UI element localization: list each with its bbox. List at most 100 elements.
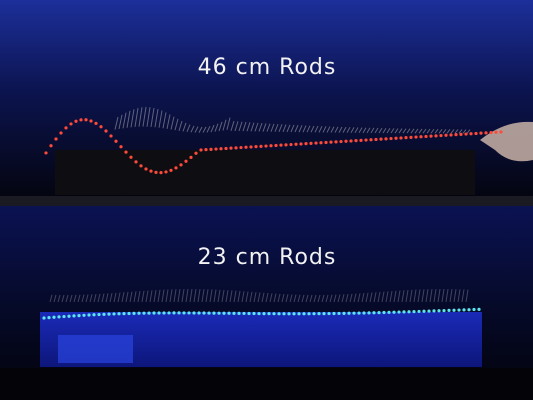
red-dot (344, 139, 348, 143)
rod (385, 291, 389, 303)
rod (126, 110, 131, 128)
red-dot (499, 130, 503, 134)
rod (238, 121, 243, 132)
cyan-dot (292, 312, 296, 316)
rod (462, 129, 467, 134)
cyan-dot (242, 311, 246, 316)
red-dot (174, 166, 178, 170)
rod (297, 294, 301, 303)
cyan-dot (187, 311, 191, 315)
rod (134, 107, 139, 127)
rod (398, 128, 403, 134)
cyan-dot (162, 311, 166, 315)
red-dot (264, 144, 268, 148)
rod (309, 294, 313, 303)
rod (166, 114, 171, 129)
rod (149, 290, 153, 303)
rod (394, 128, 399, 134)
rod (225, 290, 229, 303)
cyan-dot (72, 314, 76, 318)
red-dot (304, 142, 308, 146)
rod (182, 122, 187, 132)
cyan-dot (157, 311, 161, 315)
red-dot (384, 137, 388, 141)
red-dot (94, 121, 98, 125)
rod (417, 289, 421, 303)
red-dot (354, 139, 358, 143)
rod (237, 290, 241, 303)
rod (278, 124, 283, 132)
rod (393, 290, 397, 303)
rod (378, 127, 383, 134)
rod (217, 289, 221, 303)
rod (382, 127, 387, 134)
red-dot (154, 170, 158, 174)
rod (290, 124, 295, 133)
rod (305, 294, 309, 303)
red-dot (349, 139, 353, 143)
rod (61, 294, 65, 303)
rod (181, 288, 185, 303)
cyan-dot (317, 312, 321, 316)
cyan-dot (362, 311, 366, 315)
rod (177, 289, 181, 303)
cyan-dot (297, 312, 301, 316)
cyan-dot (372, 311, 376, 315)
rod (190, 125, 195, 133)
red-dot (159, 171, 163, 175)
red-dot (109, 134, 113, 138)
red-dot (439, 133, 443, 138)
rod (161, 289, 165, 303)
cyan-dot (477, 307, 481, 311)
red-dot (244, 145, 248, 149)
cyan-dot (437, 309, 441, 313)
rod (201, 289, 205, 303)
rod (466, 129, 471, 134)
rod (449, 289, 453, 303)
cyan-dot (272, 312, 276, 316)
rod (302, 125, 307, 133)
rod (377, 291, 381, 303)
red-dot (224, 146, 228, 151)
rod (406, 128, 411, 134)
red-dot (454, 133, 458, 137)
cyan-dot (67, 314, 71, 318)
rod (369, 292, 373, 303)
rod (49, 294, 53, 303)
red-dot (119, 145, 123, 149)
red-dot (204, 148, 208, 152)
red-dot (429, 134, 433, 138)
rod (370, 127, 375, 134)
rod (158, 110, 163, 128)
rod (73, 294, 77, 303)
rod (454, 129, 459, 134)
cyan-dot (282, 312, 286, 316)
cyan-dot (142, 311, 146, 315)
rod (265, 292, 269, 303)
red-dot (469, 132, 473, 136)
cyan-dot (347, 311, 351, 315)
rod (245, 291, 249, 303)
red-dot (249, 145, 253, 149)
rod (282, 124, 287, 133)
rod (281, 293, 285, 303)
rod (154, 108, 159, 128)
rod (89, 294, 93, 303)
top-caption: 46 cm Rods (198, 55, 337, 80)
rod (153, 289, 157, 303)
cyan-dot (382, 310, 386, 315)
wave-dots (42, 106, 503, 320)
rod (326, 126, 331, 133)
rod (165, 289, 169, 303)
rod (429, 289, 433, 303)
cyan-dot (247, 311, 251, 316)
rod (358, 127, 363, 134)
rod (293, 294, 297, 303)
rod (101, 293, 105, 303)
rod (277, 293, 281, 303)
rod (141, 290, 145, 303)
red-dot (44, 151, 48, 155)
rod (249, 291, 253, 303)
rod (442, 129, 447, 134)
cyan-dot (232, 311, 236, 315)
